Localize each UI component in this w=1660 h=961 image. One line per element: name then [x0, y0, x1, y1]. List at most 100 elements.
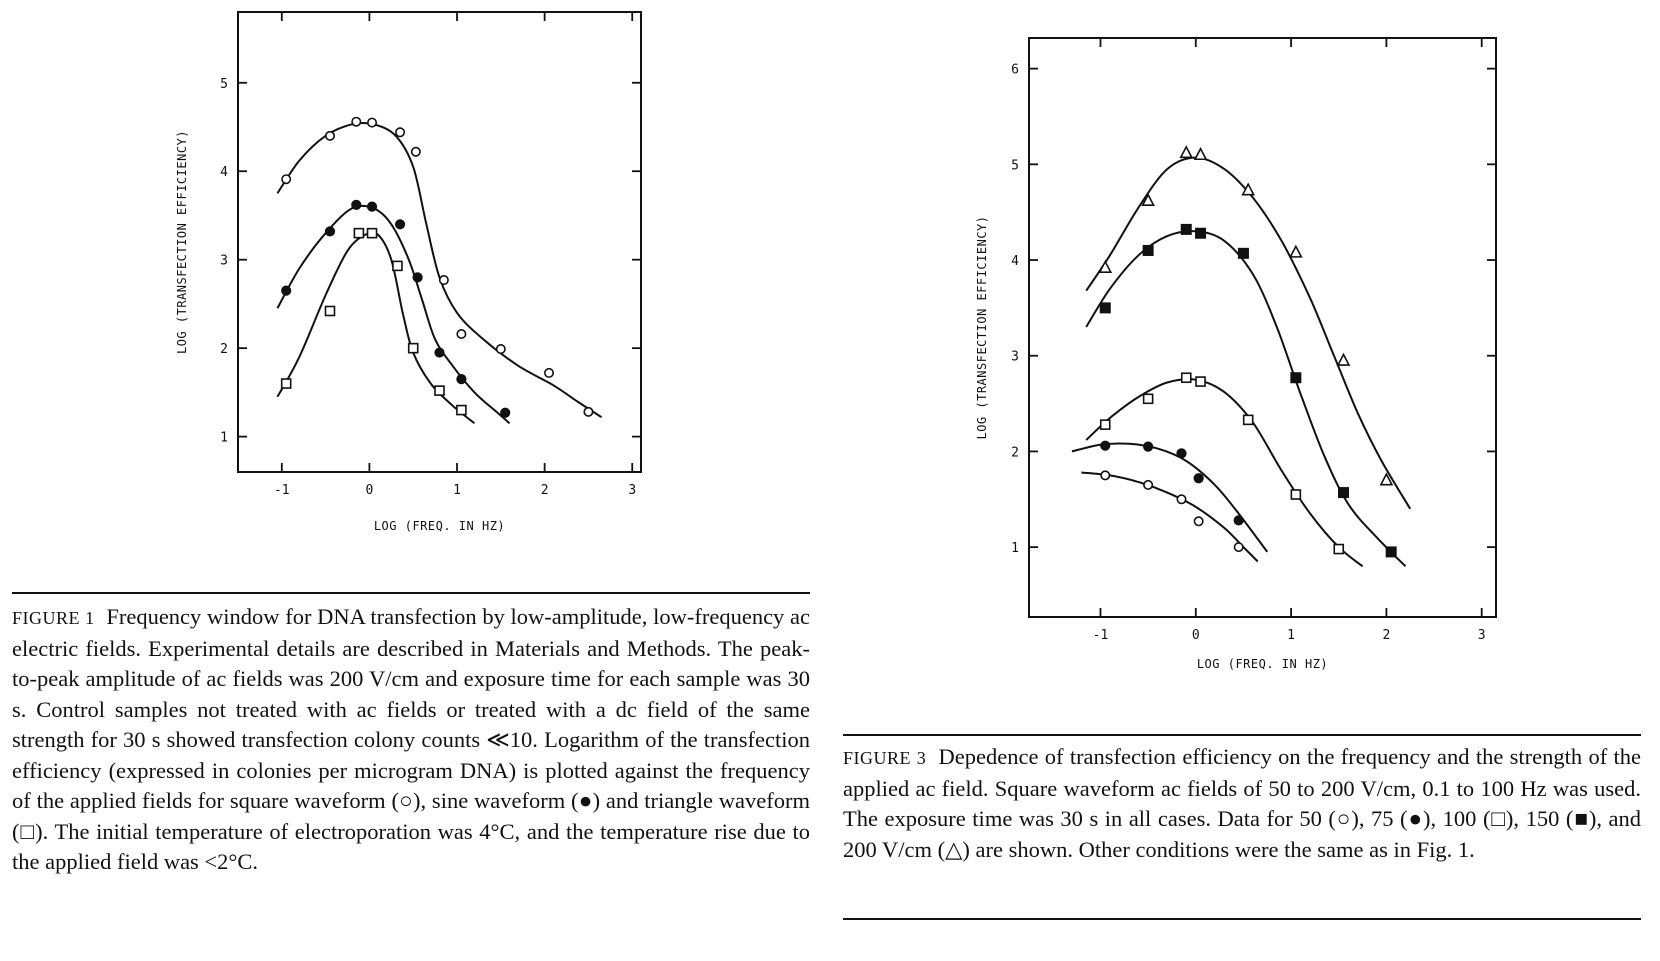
x-tick-label: 0: [365, 483, 373, 498]
series-curve: [1081, 471, 1259, 563]
data-point: [1195, 376, 1206, 387]
data-point: [351, 199, 362, 210]
x-tick-label: -1: [274, 483, 290, 498]
data-point: [500, 407, 511, 418]
series-open-circle: [276, 116, 603, 419]
series-open-circle: [1081, 470, 1259, 563]
data-point: [1233, 515, 1244, 526]
data-point: [456, 374, 467, 385]
series-open-triangle: [1085, 145, 1412, 510]
x-tick-label: 1: [453, 483, 461, 498]
series-curve: [276, 204, 511, 425]
x-axis-label: LOG (FREQ. IN HZ): [1197, 657, 1328, 671]
data-point: [1180, 372, 1192, 384]
x-tick-label: -1: [1093, 628, 1109, 643]
x-tick-label: 0: [1192, 628, 1200, 643]
data-point: [1333, 543, 1345, 555]
y-tick-label: 1: [1011, 541, 1019, 556]
series-curve: [1085, 230, 1407, 568]
figure-3-caption-text: Depedence of transfection efficiency on …: [843, 744, 1641, 862]
plot-frame: [1028, 37, 1497, 618]
x-tick-label: 2: [541, 483, 549, 498]
data-point: [366, 227, 378, 239]
data-point: [281, 174, 292, 185]
data-point: [1099, 302, 1111, 314]
data-point: [353, 227, 365, 239]
data-point: [1176, 448, 1187, 459]
data-point: [1179, 145, 1194, 159]
data-point: [1195, 227, 1207, 239]
figure-3-caption-rule-top: [843, 734, 1641, 736]
data-point: [324, 226, 336, 237]
x-axis-label: LOG (FREQ. IN HZ): [374, 519, 505, 533]
data-point: [438, 275, 449, 286]
data-point: [1242, 414, 1254, 426]
data-point: [456, 404, 467, 416]
plot-frame: [237, 11, 642, 473]
data-point: [351, 116, 362, 127]
y-tick-label: 4: [220, 165, 228, 180]
figure-1-label: FIGURE 1: [12, 608, 95, 628]
y-axis-label: LOG (TRANSFECTION EFFICIENCY): [175, 130, 189, 354]
data-point: [1141, 192, 1155, 206]
data-point: [1099, 419, 1111, 430]
series-curve: [276, 121, 603, 419]
series-curve: [1085, 378, 1364, 568]
data-point: [1290, 372, 1302, 384]
data-point: [1193, 147, 1208, 161]
data-point: [366, 201, 378, 212]
data-point: [1100, 440, 1111, 451]
x-tick-label: 1: [1287, 628, 1295, 643]
y-tick-label: 2: [220, 342, 228, 357]
data-point: [495, 344, 506, 355]
y-tick-label: 1: [220, 431, 228, 446]
data-point: [367, 117, 378, 128]
y-tick-label: 3: [1011, 350, 1019, 365]
figure-3-caption-rule-bottom: [843, 918, 1641, 920]
data-point: [1385, 546, 1397, 558]
y-tick-label: 6: [1011, 63, 1019, 78]
figure-3-label: FIGURE 3: [843, 748, 927, 768]
series-open-square: [276, 227, 476, 425]
data-point: [434, 347, 445, 358]
data-point: [583, 406, 594, 417]
data-point: [392, 260, 403, 272]
data-point: [1180, 223, 1192, 235]
data-point: [1142, 393, 1154, 405]
figure-1-caption-rule: [12, 592, 810, 594]
data-point: [1336, 352, 1351, 366]
y-tick-label: 2: [1011, 445, 1019, 460]
data-point: [1142, 244, 1154, 256]
data-point: [1100, 470, 1111, 481]
data-point: [280, 378, 292, 389]
figure-1-plot: -1 0 1 2 3 1 2 3 4 5 LOG (FREQ. IN HZ) LOG (TRANSFE…: [175, 11, 642, 533]
data-point: [544, 367, 555, 378]
data-point: [412, 272, 423, 283]
series-filled-circle: [1071, 440, 1269, 553]
data-point: [434, 385, 445, 396]
data-point: [1338, 487, 1350, 499]
y-tick-label: 4: [1011, 254, 1019, 269]
data-point: [1143, 441, 1154, 452]
x-tick-label: 3: [1478, 628, 1486, 643]
data-point: [1098, 259, 1113, 273]
data-point: [410, 146, 421, 157]
data-point: [1233, 542, 1244, 553]
y-tick-label: 5: [1011, 158, 1019, 173]
data-point: [456, 328, 467, 339]
figure-1-caption: FIGURE 1 Frequency window for DNA transf…: [12, 602, 810, 878]
data-point: [394, 219, 406, 230]
x-tick-label: 3: [628, 483, 636, 498]
data-point: [1193, 473, 1204, 484]
figure-3-caption: FIGURE 3 Depedence of transfection effic…: [843, 742, 1641, 865]
data-point: [1379, 472, 1394, 486]
figure-3-plot: -1 0 1 2 3 1 2 3 4 5 6 LOG (FREQ. IN HZ) LOG (TRANSF…: [975, 37, 1497, 671]
data-point: [1237, 247, 1249, 259]
data-point: [1193, 516, 1204, 527]
series-curve: [1071, 442, 1269, 553]
x-tick-label: 2: [1382, 628, 1390, 643]
series-open-square: [1085, 372, 1364, 568]
data-point: [281, 285, 292, 296]
figure-1-caption-text: Frequency window for DNA transfection by…: [12, 604, 810, 874]
series-curve: [1085, 156, 1412, 510]
